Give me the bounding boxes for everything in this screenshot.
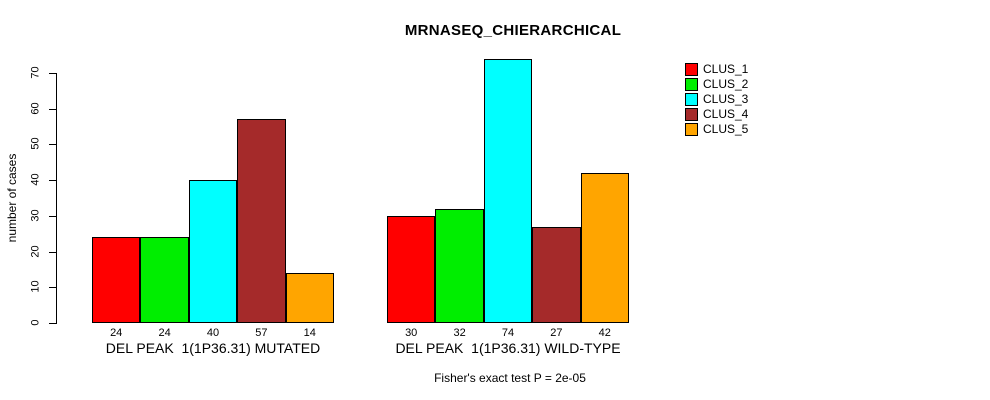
bar-clus_4 [237,119,286,323]
legend-swatch-icon [685,63,698,76]
legend-label: CLUS_1 [703,62,749,76]
chart-title: MRNASEQ_CHIERARCHICAL [404,22,622,39]
legend-swatch-icon [685,78,698,91]
group-label: DEL PEAK 1(1P36.31) MUTATED [105,340,321,356]
bar-clus_2 [435,208,484,323]
y-axis-line [56,73,57,324]
legend-item: CLUS_2 [685,78,748,91]
legend-item: CLUS_5 [685,123,748,136]
bar-value-label: 57 [255,327,268,339]
bar-clus_1 [92,237,141,323]
bar-value-label: 14 [303,327,316,339]
y-axis-tick-label: 40 [29,173,42,186]
y-axis-tick [49,215,56,217]
y-axis-tick [49,287,56,289]
legend-item: CLUS_3 [685,93,748,106]
y-axis-tick-label: 30 [29,209,42,222]
y-axis-tick [49,108,56,110]
bar-clus_3 [483,58,533,323]
bar-value-label: 24 [158,327,171,339]
y-axis-tick-label: 10 [29,280,42,293]
bar-clus_1 [387,215,436,323]
bar-clus_5 [580,173,629,323]
legend-swatch-icon [685,123,698,136]
bar-clus_2 [140,237,189,323]
bar-clus_3 [188,180,238,323]
y-axis-tick [49,251,56,253]
bar-value-label: 42 [598,327,611,339]
bar-value-label: 24 [110,327,123,339]
y-axis-tick [49,323,56,324]
bar-value-label: 74 [501,327,515,339]
bar-clus_4 [532,226,581,323]
y-axis-tick-label: 0 [29,319,42,326]
legend-swatch-icon [685,93,698,106]
group-label: DEL PEAK 1(1P36.31) WILD-TYPE [395,340,621,356]
y-axis-title: number of cases [5,153,19,243]
stat-test-caption: Fisher's exact test P = 2e-05 [434,371,586,385]
legend-item: CLUS_1 [685,63,748,76]
legend-item: CLUS_4 [685,108,748,121]
y-axis-tick-label: 20 [29,244,42,258]
bar-value-label: 30 [405,327,418,339]
legend: CLUS_1 CLUS_2 CLUS_3 CLUS_4 CLUS_5 [685,63,748,138]
y-axis-tick [49,180,56,182]
bar-value-label: 40 [206,327,220,339]
bar-clus_5 [285,273,334,323]
y-axis-tick [49,73,56,74]
y-axis-tick-label: 70 [29,66,42,79]
legend-label: CLUS_2 [703,77,749,91]
bar-value-label: 27 [550,327,563,339]
legend-label: CLUS_5 [703,122,749,136]
legend-swatch-icon [685,108,698,121]
legend-label: CLUS_4 [703,107,749,121]
y-axis-tick-label: 60 [29,102,42,115]
legend-label: CLUS_3 [703,92,749,106]
y-axis-tick [49,144,56,146]
bar-value-label: 32 [453,327,466,339]
y-axis-tick-label: 50 [29,137,42,151]
